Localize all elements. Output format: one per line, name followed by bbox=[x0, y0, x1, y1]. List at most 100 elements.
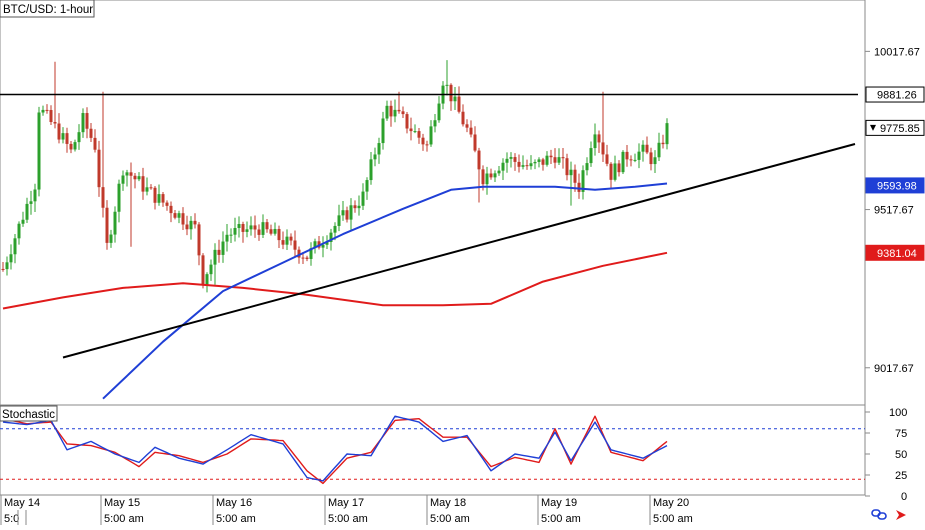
candle bbox=[277, 225, 281, 248]
candle bbox=[517, 154, 521, 173]
date-label: May 20 bbox=[653, 497, 689, 509]
time-label: 5:00 am bbox=[216, 513, 256, 525]
candle bbox=[173, 209, 177, 220]
candle bbox=[657, 132, 661, 162]
candle bbox=[381, 111, 385, 150]
candle bbox=[629, 155, 633, 167]
time-label: 5:00 am bbox=[430, 513, 470, 525]
candle bbox=[357, 195, 361, 216]
price-tick-label: 10017.67 bbox=[874, 46, 920, 58]
candle bbox=[477, 147, 481, 203]
stoch-tick-label: 25 bbox=[895, 470, 907, 482]
candle bbox=[13, 234, 17, 264]
candle bbox=[253, 215, 257, 238]
candle bbox=[437, 96, 441, 123]
time-label: 5:0 bbox=[4, 513, 19, 525]
candle bbox=[369, 151, 373, 185]
candle bbox=[401, 106, 405, 119]
link-icon[interactable] bbox=[871, 509, 887, 520]
price-pane bbox=[0, 0, 866, 406]
candle bbox=[293, 230, 297, 257]
price-tag-resistance: 9881.26 bbox=[865, 86, 925, 103]
svg-text:9381.04: 9381.04 bbox=[877, 248, 917, 260]
svg-text:9775.85: 9775.85 bbox=[880, 123, 920, 135]
candle bbox=[497, 165, 501, 176]
candle bbox=[29, 190, 33, 215]
stoch-tick-label: 75 bbox=[895, 428, 907, 440]
indicator-label-box bbox=[0, 405, 58, 422]
candle bbox=[5, 256, 9, 276]
candle bbox=[589, 141, 593, 167]
candle bbox=[389, 100, 393, 127]
candle bbox=[37, 106, 41, 197]
candle bbox=[493, 170, 497, 183]
candle bbox=[349, 198, 353, 231]
candle bbox=[125, 169, 129, 187]
candle bbox=[469, 120, 473, 138]
candle bbox=[153, 185, 157, 210]
date-label: May 17 bbox=[328, 497, 364, 509]
candle bbox=[17, 221, 21, 245]
candle bbox=[145, 177, 149, 196]
candle bbox=[557, 148, 561, 166]
candle bbox=[429, 120, 433, 147]
candle bbox=[353, 200, 357, 213]
candle bbox=[397, 91, 401, 114]
candle bbox=[501, 158, 505, 180]
candle bbox=[473, 126, 477, 153]
candle bbox=[305, 255, 309, 262]
candle bbox=[33, 183, 37, 212]
fast-moving-average bbox=[102, 182, 668, 400]
stochastic-k-line bbox=[2, 415, 668, 482]
candle bbox=[229, 228, 233, 244]
candle bbox=[233, 217, 237, 242]
candle bbox=[177, 210, 181, 224]
candle bbox=[653, 150, 657, 173]
candle bbox=[237, 216, 241, 238]
price-tag-current: 9775.85 bbox=[865, 119, 925, 136]
date-label: May 18 bbox=[430, 497, 466, 509]
candle bbox=[313, 238, 317, 254]
candle bbox=[273, 222, 277, 236]
candle bbox=[25, 197, 29, 223]
candle bbox=[85, 107, 89, 139]
candle bbox=[513, 153, 517, 171]
candle bbox=[645, 136, 649, 155]
candle bbox=[377, 137, 381, 164]
candle bbox=[549, 149, 553, 164]
candle bbox=[581, 165, 585, 200]
candle bbox=[321, 236, 325, 258]
candle bbox=[509, 152, 513, 168]
candle bbox=[341, 201, 345, 221]
candle bbox=[553, 148, 557, 169]
time-label: 5:00 am bbox=[541, 513, 581, 525]
candle bbox=[249, 216, 253, 236]
candle bbox=[593, 123, 597, 156]
candle bbox=[141, 167, 145, 200]
arrow-right-icon[interactable] bbox=[896, 510, 906, 520]
rising-trendline bbox=[62, 143, 856, 359]
candle bbox=[1, 262, 5, 272]
candle bbox=[93, 129, 97, 153]
candle bbox=[373, 147, 377, 167]
candle bbox=[661, 134, 665, 149]
candles bbox=[1, 60, 669, 293]
price-tick-label: 9517.67 bbox=[874, 205, 914, 217]
candle bbox=[65, 127, 69, 153]
candle bbox=[625, 144, 629, 167]
candle bbox=[345, 206, 349, 223]
stoch-tick-label: 0 bbox=[901, 491, 907, 503]
candle bbox=[561, 147, 565, 169]
candle bbox=[113, 206, 117, 243]
candle bbox=[613, 155, 617, 182]
candle bbox=[45, 104, 49, 114]
indicator-label: Stochastic bbox=[2, 409, 55, 421]
candle bbox=[421, 133, 425, 151]
candle bbox=[605, 144, 609, 167]
candle bbox=[545, 151, 549, 167]
candle bbox=[285, 229, 289, 251]
candle bbox=[41, 105, 45, 116]
candle bbox=[521, 155, 525, 170]
